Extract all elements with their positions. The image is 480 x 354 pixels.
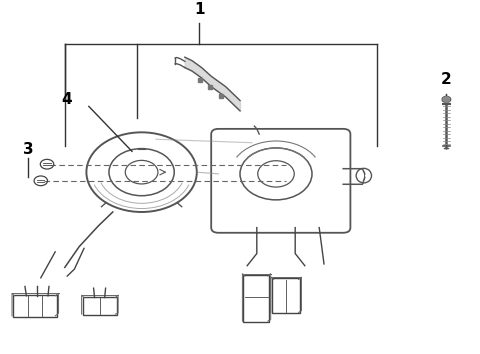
Text: 3: 3 — [23, 142, 33, 156]
Text: 4: 4 — [61, 92, 72, 107]
Text: 1: 1 — [194, 2, 204, 17]
Text: 2: 2 — [441, 72, 452, 87]
